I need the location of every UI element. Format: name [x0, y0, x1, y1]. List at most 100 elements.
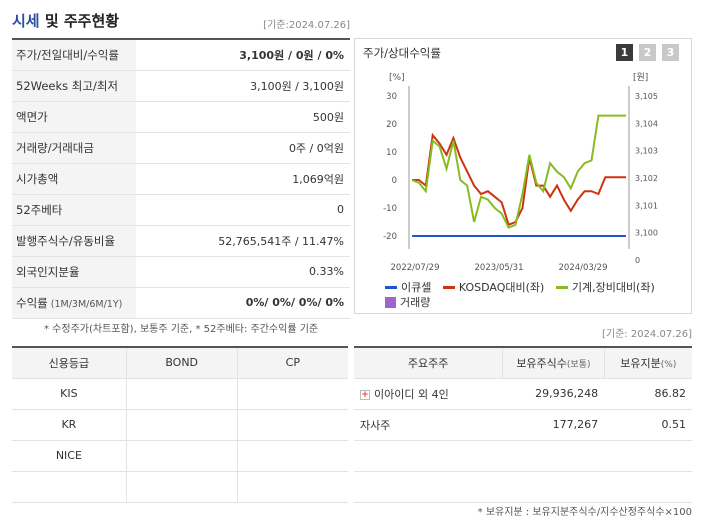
market-row-label: 주가/전일대비/수익률 — [12, 39, 136, 70]
relative-return-chart: [%] [원] 30 20 10 0 -10 -20 3,105 3,104 3,103 3,102 3… — [383, 72, 658, 273]
section-header: 시세 및 주주현황 [기준:2024.07.26] — [12, 10, 350, 32]
market-row-value: 52,765,541주 / 11.47% — [218, 234, 344, 248]
holders-header-cell: 보유지분(%) — [620, 356, 677, 370]
legend-item-stock[interactable]: 이큐셀 — [385, 280, 431, 295]
chart-tab-2[interactable]: 2 — [639, 44, 656, 61]
holder-name: + 이아이디 외 4인 — [360, 387, 449, 401]
x-tick-label: 2024/03/29 — [559, 263, 608, 273]
chart-legend: 이큐셀 KOSDAQ대비(좌) 기계,장비대비(좌) 거래량 — [385, 278, 685, 312]
right-axis-unit: [원] — [633, 72, 648, 83]
holder-pct: 86.82 — [654, 387, 687, 400]
credit-grade — [237, 440, 348, 471]
market-summary-table: 주가/전일대비/수익률 3,100원 / 0원 / 0% 52Weeks 최고/최저… — [12, 38, 350, 319]
left-tick-label: 0 — [392, 176, 397, 186]
credit-grade — [126, 471, 238, 502]
credit-agency — [12, 471, 127, 502]
credit-rating-table: 신용등급 BOND CP KIS KR NICE — [12, 346, 348, 503]
credit-agency: KR — [12, 409, 127, 440]
chart-tab-1[interactable]: 1 — [616, 44, 633, 61]
market-row-value: 0주 / 0억원 — [288, 141, 344, 155]
holder-row: 자사주 177,267 0.51 — [354, 409, 692, 440]
holder-pct — [604, 471, 692, 502]
holder-shares: 177,267 — [552, 418, 599, 431]
credit-row — [12, 471, 348, 502]
market-row-value: 500원 — [312, 110, 344, 124]
chart-period-tabs: 1 2 3 — [616, 44, 679, 61]
series-line-2 — [411, 114, 626, 229]
market-row: 거래량/거래대금 0주 / 0억원 — [12, 132, 350, 163]
legend-item-volume[interactable]: 거래량 — [385, 295, 430, 310]
holder-pct: 0.51 — [661, 418, 687, 431]
left-tick-label: 30 — [386, 92, 397, 102]
major-holders-table: 주요주주 보유주식수(보통) 보유지분(%) + 이아이디 외 4인 29,936,248… — [354, 346, 692, 503]
market-row-label: 시가총액 — [12, 163, 136, 194]
market-row: 액면가 500원 — [12, 101, 350, 132]
credit-row: KIS — [12, 378, 348, 409]
market-row-label: 발행주식수/유동비율 — [12, 225, 136, 256]
market-row: 주가/전일대비/수익률 3,100원 / 0원 / 0% — [12, 39, 350, 70]
credit-header-cell: 신용등급 — [12, 347, 127, 378]
holders-footnote: * 보유지분 : 보유지분주식수/지수산정주식수×100 — [477, 507, 692, 518]
market-row-label: 52Weeks 최고/최저 — [12, 70, 136, 101]
holder-name — [354, 471, 503, 502]
market-row: 52Weeks 최고/최저 3,100원 / 3,100원 — [12, 70, 350, 101]
chart-tab-3[interactable]: 3 — [662, 44, 679, 61]
right-tick-label: 3,102 — [635, 174, 658, 183]
holders-header-cell: 보유주식수(보통) — [502, 347, 605, 378]
series-line-1 — [412, 132, 626, 227]
right-tick-label: 0 — [635, 256, 640, 265]
credit-row: NICE — [12, 440, 348, 471]
holder-name: 자사주 — [360, 418, 391, 432]
credit-grade — [126, 409, 238, 440]
left-axis-unit: [%] — [389, 73, 405, 83]
x-tick-label: 2022/07/29 — [391, 263, 440, 273]
credit-grade — [237, 409, 348, 440]
right-tick-label: 3,100 — [635, 229, 658, 238]
base-date: [기준:2024.07.26] — [263, 20, 350, 31]
right-tick-label: 3,104 — [635, 119, 658, 128]
chart-panel: 주가/상대수익률 1 2 3 [%] [원] 30 20 10 0 -10 -20 3,105 3… — [354, 38, 692, 314]
holders-base-date: [기준: 2024.07.26] — [601, 329, 692, 340]
holder-row — [354, 471, 692, 502]
credit-grade — [126, 440, 238, 471]
right-tick-label: 3,105 — [635, 92, 658, 101]
market-row: 발행주식수/유동비율 52,765,541주 / 11.47% — [12, 225, 350, 256]
left-tick-label: 10 — [386, 148, 397, 158]
market-row-value: 3,100원 / 3,100원 — [250, 79, 344, 93]
credit-agency: KIS — [12, 378, 127, 409]
credit-agency: NICE — [12, 440, 127, 471]
market-row-value: 0%/ 0%/ 0%/ 0% — [245, 296, 344, 309]
market-row: 외국인지분율 0.33% — [12, 256, 350, 287]
holder-pct — [604, 440, 692, 471]
market-row-label: 거래량/거래대금 — [12, 132, 136, 163]
right-tick-label: 3,103 — [635, 147, 658, 156]
holders-header-row: 주요주주 보유주식수(보통) 보유지분(%) — [354, 347, 692, 378]
left-tick-label: -10 — [383, 204, 397, 214]
right-tick-label: 3,101 — [635, 201, 658, 210]
holder-shares — [503, 440, 604, 471]
market-row-value: 0.33% — [309, 265, 344, 278]
market-row-value: 1,069억원 — [292, 172, 344, 186]
credit-grade — [126, 378, 238, 409]
legend-item-kosdaq[interactable]: KOSDAQ대비(좌) — [442, 280, 544, 295]
market-footnote: * 수정주가(차트포함), 보통주 기준, * 52주베타: 주간수익률 기준 — [44, 324, 319, 335]
credit-row: KR — [12, 409, 348, 440]
x-tick-label: 2023/05/31 — [475, 263, 524, 273]
credit-grade — [237, 378, 348, 409]
left-tick-label: -20 — [383, 232, 397, 242]
section-title: 시세 및 주주현황 — [12, 12, 120, 30]
market-row-label: 액면가 — [12, 101, 136, 132]
expand-plus-icon[interactable]: + — [360, 389, 370, 400]
market-row-label: 외국인지분율 — [12, 256, 136, 287]
credit-header-cell: CP — [285, 356, 300, 370]
holder-row — [354, 440, 692, 471]
market-row-value: 3,100원 / 0원 / 0% — [239, 48, 344, 62]
holder-row: + 이아이디 외 4인 29,936,248 86.82 — [354, 378, 692, 409]
market-row: 시가총액 1,069억원 — [12, 163, 350, 194]
holder-shares: 29,936,248 — [535, 387, 599, 400]
credit-grade — [237, 471, 348, 502]
holder-shares — [503, 471, 604, 502]
market-row-label: 수익률 (1M/3M/6M/1Y) — [12, 287, 136, 318]
legend-item-sector[interactable]: 기계,장비대비(좌) — [555, 280, 655, 295]
credit-header-cell: BOND — [126, 347, 238, 378]
